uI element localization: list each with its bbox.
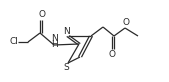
Text: S: S — [63, 63, 69, 72]
Text: O: O — [38, 10, 45, 19]
Text: Cl: Cl — [9, 37, 18, 46]
Text: N: N — [51, 34, 57, 43]
Text: N: N — [63, 27, 70, 36]
Text: O: O — [122, 18, 129, 27]
Text: O: O — [109, 50, 116, 59]
Text: H: H — [51, 40, 57, 49]
